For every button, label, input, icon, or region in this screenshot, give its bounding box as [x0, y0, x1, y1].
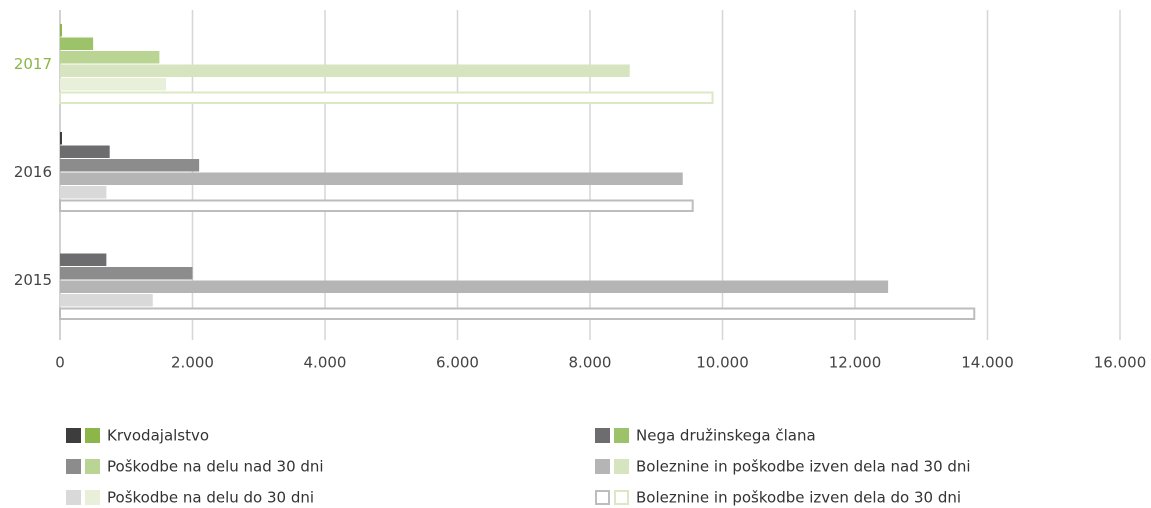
bar — [60, 253, 107, 266]
legend-swatch — [85, 428, 100, 443]
bar — [60, 280, 889, 293]
legend-label: Krvodajalstvo — [107, 427, 209, 445]
x-tick-label: 8.000 — [569, 354, 612, 372]
bar — [60, 267, 193, 280]
legend-swatch — [595, 490, 610, 505]
x-tick-label: 12.000 — [829, 354, 882, 372]
x-tick-label: 0 — [55, 354, 65, 372]
legend-swatch — [595, 459, 610, 474]
bar — [59, 91, 714, 104]
bar — [60, 51, 160, 64]
bar — [60, 37, 94, 50]
x-tick-label: 14.000 — [961, 354, 1014, 372]
x-tick-label: 4.000 — [304, 354, 347, 372]
bar — [60, 186, 107, 199]
bar — [60, 64, 630, 77]
bar — [60, 132, 62, 145]
x-tick-label: 10.000 — [696, 354, 749, 372]
legend-swatch — [595, 428, 610, 443]
x-tick-label: 2.000 — [171, 354, 214, 372]
legend-swatch — [614, 459, 629, 474]
bar — [60, 145, 110, 158]
y-tick-label: 2016 — [14, 163, 52, 181]
y-tick-label: 2017 — [14, 55, 52, 73]
legend-label: Poškodbe na delu nad 30 dni — [107, 458, 324, 476]
bar — [59, 199, 694, 212]
legend-label: Nega družinskega člana — [636, 427, 816, 445]
x-tick-label: 16.000 — [1094, 354, 1147, 372]
bar — [59, 307, 976, 320]
legend-swatch — [614, 490, 629, 505]
bar — [60, 159, 200, 172]
x-tick-label: 6.000 — [436, 354, 479, 372]
legend-swatch — [66, 490, 81, 505]
bar — [60, 24, 62, 37]
legend-swatch — [66, 459, 81, 474]
bar — [60, 78, 166, 91]
legend-swatch — [85, 459, 100, 474]
legend-label: Boleznine in poškodbe izven dela nad 30 … — [636, 458, 971, 476]
legend-label: Poškodbe na delu do 30 dni — [107, 489, 314, 507]
legend-swatch — [66, 428, 81, 443]
bar — [60, 294, 153, 307]
legend-swatch — [85, 490, 100, 505]
legend-swatch — [614, 428, 629, 443]
legend-label: Boleznine in poškodbe izven dela do 30 d… — [636, 489, 961, 507]
bar — [60, 172, 683, 185]
y-tick-label: 2015 — [14, 271, 52, 289]
